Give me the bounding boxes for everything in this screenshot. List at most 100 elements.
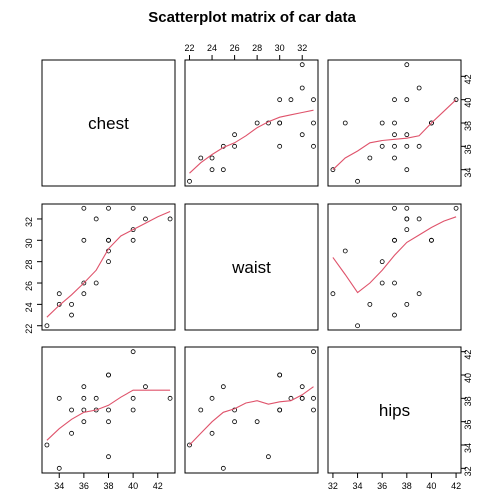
point-hips-vs-waist-15 [311,407,316,413]
diagonal-label-waist: waist [231,258,271,277]
point-chest-vs-hips-1 [404,167,410,173]
point-waist-vs-hips-10 [392,280,397,286]
point-waist-vs-hips-0 [355,323,360,329]
panel-0-0 [41,59,176,187]
diagonal-label-chest: chest [88,114,129,133]
point-waist-vs-chest-10 [93,280,99,286]
tick-label-right-chest-38: 38 [463,121,473,131]
point-waist-vs-chest-15 [106,205,111,211]
tick-label-left-waist-30: 30 [24,238,34,248]
point-hips-vs-waist-19 [299,384,305,390]
point-hips-vs-waist-2 [220,465,226,471]
point-waist-vs-chest-11 [106,259,111,265]
diagonal-label-hips: hips [379,401,410,420]
tick-label-right-hips-42: 42 [463,350,473,360]
tick-label-right-chest-34: 34 [463,168,473,178]
point-hips-vs-waist-12 [266,454,271,460]
point-chest-vs-waist-17 [288,97,294,103]
point-hips-vs-chest-20 [167,395,173,401]
tick-label-left-waist-28: 28 [24,260,34,270]
tick-label-top-waist-26: 26 [230,43,240,53]
point-hips-vs-waist-6 [232,419,237,425]
panel-1-0 [41,203,176,331]
point-hips-vs-chest-11 [106,419,111,425]
point-hips-vs-chest-5 [81,384,87,390]
tick-label-bottom-chest-40: 40 [128,481,138,491]
point-waist-vs-hips-15 [392,205,397,211]
tick-label-top-waist-22: 22 [185,43,195,53]
point-waist-vs-hips-19 [416,216,422,222]
point-waist-vs-hips-4 [367,301,373,307]
point-hips-vs-chest-17 [130,395,136,401]
tick-label-right-hips-36: 36 [463,420,473,430]
point-hips-vs-chest-8 [81,395,87,401]
point-chest-vs-hips-19 [416,85,422,91]
point-waist-vs-chest-2 [56,291,62,297]
point-waist-vs-chest-0 [44,323,50,329]
smoother-waist-vs-chest [46,210,171,318]
point-chest-vs-hips-16 [392,97,397,103]
tick-label-bottom-chest-42: 42 [153,481,163,491]
point-chest-vs-waist-7 [277,143,283,149]
tick-label-right-chest-42: 42 [463,74,473,84]
point-waist-vs-hips-17 [404,227,410,233]
panel-0-2 [327,59,462,187]
point-hips-vs-chest-2 [56,465,62,471]
point-waist-vs-hips-20 [404,216,410,222]
tick-label-left-waist-26: 26 [24,281,34,291]
tick-label-left-waist-24: 24 [24,302,34,312]
point-chest-vs-hips-12 [342,120,348,126]
point-hips-vs-chest-3 [69,407,74,413]
point-waist-vs-hips-12 [342,248,348,254]
smoother-chest-vs-hips [332,99,457,171]
point-hips-vs-waist-10 [232,407,237,413]
point-chest-vs-waist-1 [209,167,215,173]
point-waist-vs-chest-14 [106,237,111,243]
point-chest-vs-hips-6 [379,143,385,149]
point-chest-vs-hips-18 [453,97,459,103]
tick-label-bottom-hips-36: 36 [377,481,387,491]
point-waist-vs-chest-20 [167,216,173,222]
point-chest-vs-hips-3 [392,155,397,161]
point-chest-vs-waist-6 [232,143,237,149]
smoother-hips-vs-waist [189,386,314,446]
point-hips-vs-chest-6 [81,419,87,425]
point-waist-vs-hips-8 [404,205,410,211]
point-chest-vs-waist-4 [209,155,215,161]
point-waist-vs-hips-6 [379,280,385,286]
point-hips-vs-chest-16 [130,407,136,413]
point-waist-vs-chest-6 [81,280,87,286]
panel-1-1 [184,203,319,331]
point-hips-vs-chest-12 [106,454,111,460]
point-hips-vs-chest-14 [106,372,111,378]
point-chest-vs-waist-14 [277,120,283,126]
tick-label-bottom-chest-36: 36 [79,481,89,491]
point-hips-vs-chest-9 [93,395,99,401]
point-waist-vs-hips-1 [404,301,410,307]
tick-label-bottom-hips-42: 42 [451,481,461,491]
point-hips-vs-waist-14 [277,372,283,378]
point-chest-vs-hips-20 [404,62,410,68]
point-chest-vs-hips-2 [330,167,336,173]
panel-0-1 [184,59,319,187]
tick-label-left-waist-32: 32 [24,217,34,227]
point-chest-vs-waist-2 [220,167,226,173]
point-hips-vs-waist-4 [209,430,215,436]
point-waist-vs-chest-8 [81,205,87,211]
point-hips-vs-chest-15 [106,407,111,413]
point-hips-vs-waist-5 [220,384,226,390]
point-waist-vs-chest-18 [130,205,136,211]
tick-label-right-chest-40: 40 [463,98,473,108]
point-waist-vs-hips-3 [392,312,397,318]
point-waist-vs-hips-16 [392,237,397,243]
point-chest-vs-waist-15 [311,120,316,126]
point-chest-vs-waist-10 [232,132,237,138]
point-hips-vs-chest-4 [69,430,74,436]
point-waist-vs-chest-7 [81,237,87,243]
point-chest-vs-waist-9 [299,132,305,138]
panel-2-1 [184,346,319,474]
point-hips-vs-waist-18 [311,349,316,355]
point-waist-vs-chest-19 [143,216,148,222]
point-waist-vs-chest-17 [130,227,136,233]
